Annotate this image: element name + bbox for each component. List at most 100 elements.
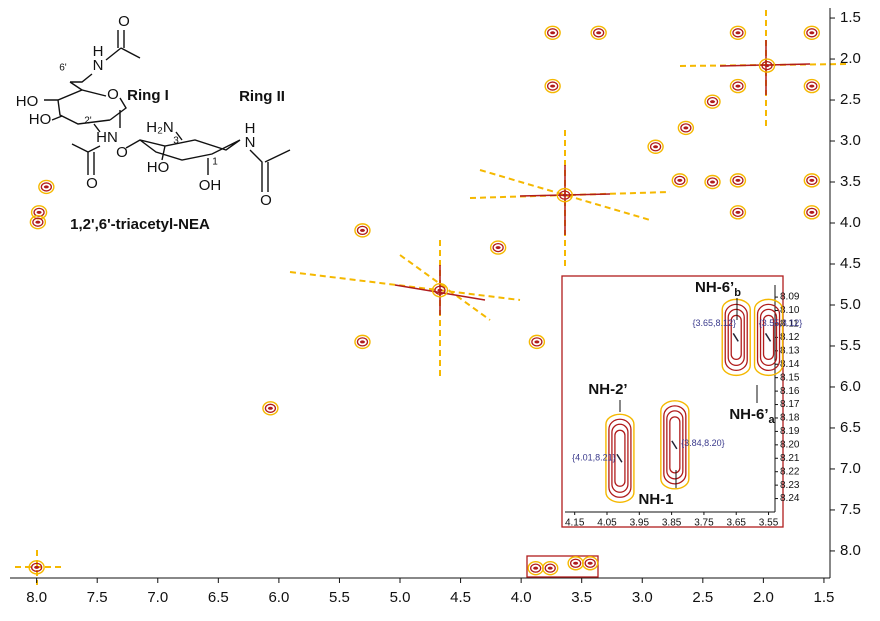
x-tick-label: 2.5 (692, 589, 713, 606)
peak-label: {3.55,8.12} (759, 318, 803, 328)
inset-peak (605, 413, 635, 503)
contour-outer (729, 173, 747, 188)
inset-y-tick-label: 8.17 (780, 399, 800, 410)
peak-marker (732, 332, 739, 342)
cross-peak (729, 25, 747, 40)
contour-mid (356, 225, 369, 236)
contour-outer (38, 179, 55, 195)
inset-x-tick-label: 4.05 (597, 518, 617, 529)
cross-peak (803, 173, 821, 188)
contour-outer (544, 25, 561, 40)
contour-inner (437, 288, 443, 292)
contour-mid (264, 403, 277, 413)
contour-inner (683, 126, 689, 130)
contour-inner (653, 145, 659, 149)
atom-label: O (86, 175, 98, 192)
inset-contour (660, 400, 690, 490)
contour-inner (710, 100, 716, 104)
contour-mid (530, 563, 542, 573)
x-tick-label: 7.5 (87, 589, 108, 606)
cross-peak (704, 174, 721, 190)
cross-peak (527, 560, 544, 576)
contour-mid (593, 28, 605, 38)
cross-peak (729, 205, 747, 220)
peak-annotation: NH-1 (638, 491, 673, 508)
atom-label: H (245, 120, 256, 137)
x-tick-label: 6.5 (208, 589, 229, 606)
cross-peak (803, 25, 821, 40)
contour-outer (542, 560, 559, 576)
peak-marker (764, 332, 772, 342)
inset-contour (721, 298, 751, 377)
inset-y-tick-label: 8.18 (780, 413, 800, 424)
inset-contour (605, 413, 635, 503)
contour-inner (547, 566, 553, 570)
contour-mid (680, 123, 692, 133)
peak-label: {3.65,8.12} (692, 318, 736, 328)
inset-x-tick-label: 3.95 (630, 518, 650, 529)
contour-inner (809, 178, 815, 182)
x-tick-label: 3.0 (632, 589, 653, 606)
contour-mid (732, 81, 744, 91)
contour-outer (729, 25, 747, 40)
ring-label: Ring II (239, 88, 285, 105)
contour-inner (534, 340, 540, 344)
cross-peak (704, 94, 721, 109)
peak-label: {3.84,8.20} (681, 438, 725, 448)
x-tick-label: 7.0 (147, 589, 168, 606)
contour-outer (704, 94, 721, 109)
contour-inner (587, 561, 593, 565)
cross-peak (354, 223, 371, 238)
inset-x-tick-label: 3.55 (759, 518, 779, 529)
x-tick-label: 4.0 (511, 589, 532, 606)
inset-x-tick-label: 3.85 (662, 518, 682, 529)
contour-mid (546, 81, 559, 91)
contour-mid (492, 242, 504, 253)
contour-mid (761, 60, 773, 71)
contour-mid (30, 562, 43, 572)
cross-peak (567, 556, 584, 571)
cross-peak (29, 214, 47, 230)
contour-mid (559, 190, 571, 200)
contour-mid (706, 177, 719, 187)
contour-inner (267, 406, 273, 410)
y-tick-label: 6.5 (840, 419, 861, 436)
cross-peak (28, 560, 45, 575)
contour-outer (556, 187, 573, 203)
contour-inner (764, 64, 770, 68)
atom-label: 2' (84, 116, 92, 127)
x-tick-label: 5.0 (390, 589, 411, 606)
bond (125, 131, 241, 175)
inset-y-tick-label: 8.14 (780, 359, 800, 370)
contour-mid (732, 175, 744, 186)
contour-mid (674, 175, 686, 186)
contour-inner (677, 178, 683, 182)
x-tick-label: 8.0 (26, 589, 47, 606)
contour-inner (710, 180, 716, 184)
inset-peak (753, 298, 784, 377)
cross-peak (38, 179, 55, 195)
atom-label: N (93, 57, 104, 74)
contour-outer (590, 25, 607, 40)
contour-inner (596, 31, 602, 35)
contour-mid (434, 285, 446, 295)
atom-label: HO (29, 111, 52, 128)
annotation-sub: b (734, 287, 741, 299)
inset-peak (721, 298, 751, 377)
contour-outer (803, 78, 821, 94)
contour-mid (649, 142, 662, 152)
atom-label: 3 (173, 136, 179, 147)
contour-outer (758, 58, 776, 73)
atom-label: H (93, 43, 104, 60)
contour-inner (809, 210, 815, 214)
y-tick-label: 7.5 (840, 501, 861, 518)
contour-inner (550, 31, 556, 35)
y-tick-label: 4.0 (840, 214, 861, 231)
contour-inner (735, 31, 741, 35)
cross-peak (671, 173, 689, 188)
cross-peak (431, 283, 449, 298)
cross-peak (489, 240, 507, 255)
inset-contour (759, 308, 778, 367)
contour-mid (706, 97, 719, 107)
atom-label: HO (16, 93, 39, 110)
